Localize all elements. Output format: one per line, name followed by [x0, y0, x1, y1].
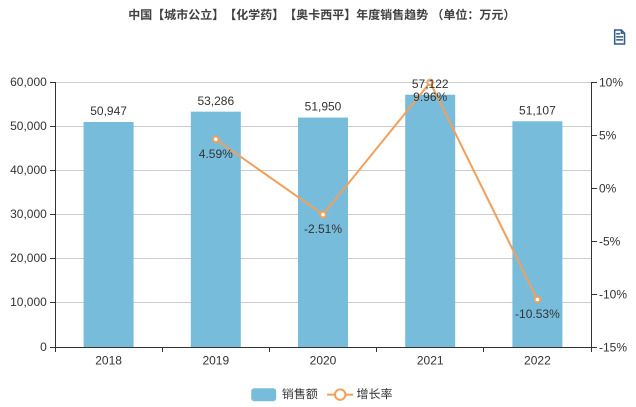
svg-text:50,000: 50,000: [10, 119, 47, 133]
svg-text:9.96%: 9.96%: [413, 90, 447, 104]
svg-text:30,000: 30,000: [10, 207, 47, 221]
svg-text:51,950: 51,950: [305, 100, 342, 114]
svg-text:10,000: 10,000: [10, 295, 47, 309]
svg-text:-10.53%: -10.53%: [515, 307, 560, 321]
svg-text:10%: 10%: [599, 75, 623, 89]
svg-text:-2.51%: -2.51%: [304, 222, 342, 236]
svg-text:0: 0: [40, 340, 47, 354]
svg-text:-15%: -15%: [599, 340, 627, 354]
svg-text:51,107: 51,107: [519, 103, 556, 117]
svg-text:5%: 5%: [599, 128, 617, 142]
svg-text:0%: 0%: [599, 181, 617, 195]
svg-text:2020: 2020: [310, 353, 337, 367]
svg-text:57,122: 57,122: [412, 77, 449, 91]
svg-text:50,947: 50,947: [90, 104, 127, 118]
svg-text:60,000: 60,000: [10, 75, 47, 89]
svg-text:4.59%: 4.59%: [199, 147, 233, 161]
svg-text:2021: 2021: [417, 353, 444, 367]
svg-text:2022: 2022: [524, 353, 551, 367]
svg-text:2019: 2019: [202, 353, 229, 367]
svg-text:2018: 2018: [95, 353, 122, 367]
svg-text:-10%: -10%: [599, 287, 627, 301]
svg-text:40,000: 40,000: [10, 163, 47, 177]
svg-text:-5%: -5%: [599, 234, 621, 248]
svg-text:20,000: 20,000: [10, 251, 47, 265]
svg-text:53,286: 53,286: [197, 94, 234, 108]
